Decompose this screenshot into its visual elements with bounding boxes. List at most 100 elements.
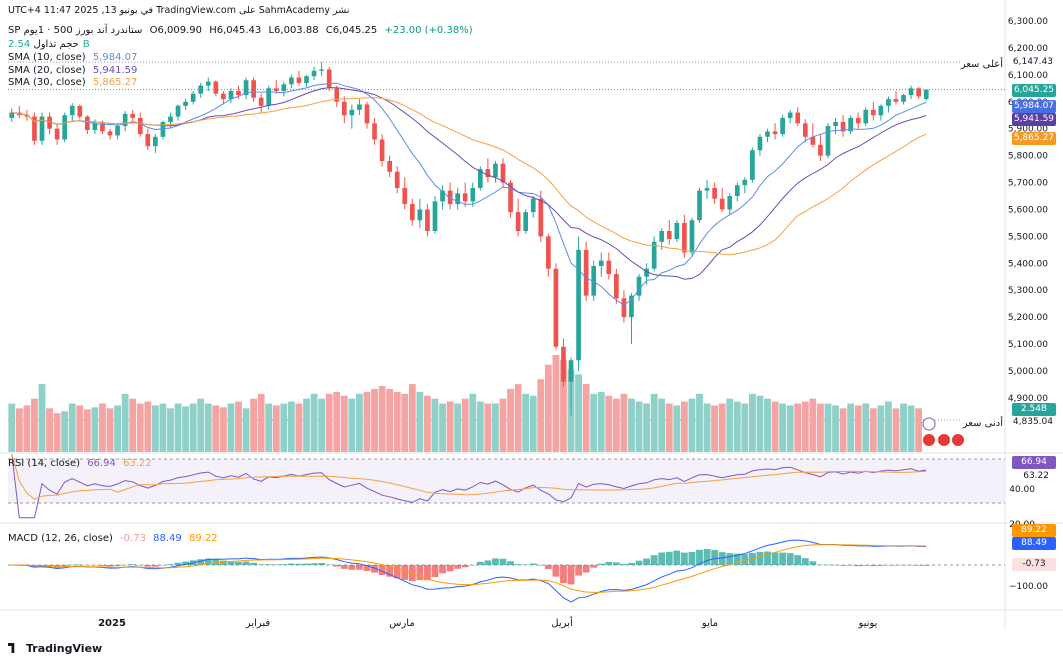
macd-histogram-bar xyxy=(76,564,84,565)
candle-body xyxy=(470,187,476,202)
macd-histogram-bar xyxy=(371,565,378,573)
rsi-legend[interactable]: RSI (14, close) 66.94 63.22 xyxy=(8,458,156,469)
candle-body xyxy=(341,101,347,116)
volume-bar xyxy=(779,403,787,452)
volume-bar xyxy=(340,395,348,452)
candle-body xyxy=(153,136,158,147)
candle-body xyxy=(719,198,725,210)
candle-body xyxy=(810,136,816,145)
macd-histogram-bar xyxy=(431,565,439,578)
volume-bar xyxy=(507,388,514,452)
volume-bar xyxy=(544,364,552,452)
signal-line xyxy=(11,544,927,593)
volume-bar xyxy=(756,395,764,452)
volume-bar xyxy=(53,413,61,452)
tradingview-brand[interactable]: TradingView xyxy=(8,642,102,655)
volume-bar xyxy=(499,398,507,452)
candle-body xyxy=(243,80,249,96)
macd-histogram-bar xyxy=(310,563,318,565)
volume-bar xyxy=(582,384,590,452)
candle-body xyxy=(425,209,430,231)
macd-histogram-bar xyxy=(680,552,688,565)
volume-bar xyxy=(8,403,16,452)
candle-body xyxy=(886,99,891,106)
time-axis-label: أبريل xyxy=(551,616,573,629)
candle-body xyxy=(614,274,619,299)
sma10-legend[interactable]: SMA (10, close) 5,984.07 xyxy=(8,52,141,63)
macd-histogram-bar xyxy=(288,563,295,565)
price-tick-label: 5,900.00 xyxy=(1008,125,1048,135)
macd-histogram-bar xyxy=(544,565,552,570)
rsi-ma-value: 63.22 xyxy=(123,458,152,469)
macd-histogram-bar xyxy=(348,565,356,570)
volume-bar xyxy=(522,393,530,452)
volume-bar xyxy=(288,401,295,452)
published-line: نشر SahmAcademy على TradingView.com في ي… xyxy=(8,5,350,16)
macd-histogram-bar xyxy=(83,565,91,566)
rsi-tick-label: 40.00 xyxy=(1009,485,1035,495)
close-value: C6,045.25 xyxy=(325,25,378,36)
macd-histogram-bar xyxy=(635,560,643,565)
volume-legend[interactable]: حجم تداول 2.54B xyxy=(8,39,94,50)
candle-body xyxy=(9,112,15,118)
volume-bar xyxy=(15,408,23,452)
macd-histogram-bar xyxy=(340,565,348,569)
macd-histogram-bar xyxy=(121,564,129,566)
volume-bar xyxy=(620,393,628,452)
candle-body xyxy=(205,81,211,86)
candle-body xyxy=(568,360,574,382)
price-tick-label: 5,800.00 xyxy=(1008,152,1048,162)
candle-body xyxy=(417,209,423,221)
macd-histogram-bar xyxy=(424,565,431,581)
macd-legend[interactable]: MACD (12, 26, close) -0.73 88.49 89.22 xyxy=(8,533,222,544)
rsi-ma-line xyxy=(11,453,927,500)
time-axis-label: مايو xyxy=(701,618,718,629)
macd-histogram-bar xyxy=(869,565,877,567)
candle-body xyxy=(122,113,128,126)
macd-histogram-bar xyxy=(590,565,598,568)
macd-histogram-bar xyxy=(227,561,235,565)
candle-body xyxy=(92,123,98,131)
sma20-value: 5,941.59 xyxy=(92,65,138,76)
candle-body xyxy=(636,276,642,296)
volume-bar xyxy=(635,401,643,452)
macd-histogram-bar xyxy=(817,564,824,566)
macd-histogram-bar xyxy=(295,563,303,565)
volume-bar xyxy=(688,398,696,452)
macd-histogram-bar xyxy=(439,565,446,574)
volume-bar xyxy=(38,384,46,452)
sma20-legend[interactable]: SMA (20, close) 5,941.59 xyxy=(8,65,141,76)
sma30-legend[interactable]: SMA (30, close) 5,865.27 xyxy=(8,77,141,88)
volume-bar xyxy=(658,398,666,452)
macd-histogram-bar xyxy=(91,565,99,566)
candle-body xyxy=(455,193,461,205)
macd-label: MACD (12, 26, close) xyxy=(8,533,113,544)
volume-bar xyxy=(363,391,371,452)
candle-body xyxy=(349,109,355,116)
macd-histogram-bar xyxy=(696,549,703,565)
macd-histogram-bar xyxy=(877,565,885,566)
candle-body xyxy=(825,126,831,156)
volume-label: حجم تداول xyxy=(33,39,79,50)
volume-bar xyxy=(885,401,892,452)
rsi-line xyxy=(11,453,927,519)
volume-bar xyxy=(514,384,522,452)
time-axis-label: 2025 xyxy=(98,618,126,629)
macd-histogram-bar xyxy=(922,565,930,566)
macd-histogram-bar xyxy=(8,565,16,566)
macd-histogram-bar xyxy=(182,561,189,565)
candle-body xyxy=(772,131,778,135)
us-flag-icon xyxy=(938,434,950,446)
macd-histogram-bar xyxy=(219,560,227,565)
macd-histogram-bar xyxy=(605,561,613,565)
volume-bar xyxy=(476,401,484,452)
candle-body xyxy=(727,196,733,210)
volume-bar xyxy=(643,403,650,452)
macd-histogram-bar xyxy=(779,552,787,565)
volume-bar xyxy=(771,401,779,452)
price-tick-label: 5,100.00 xyxy=(1008,340,1048,350)
price-tick-label: 5,500.00 xyxy=(1008,232,1048,242)
candle-body xyxy=(281,84,287,91)
volume-bar xyxy=(31,398,38,452)
